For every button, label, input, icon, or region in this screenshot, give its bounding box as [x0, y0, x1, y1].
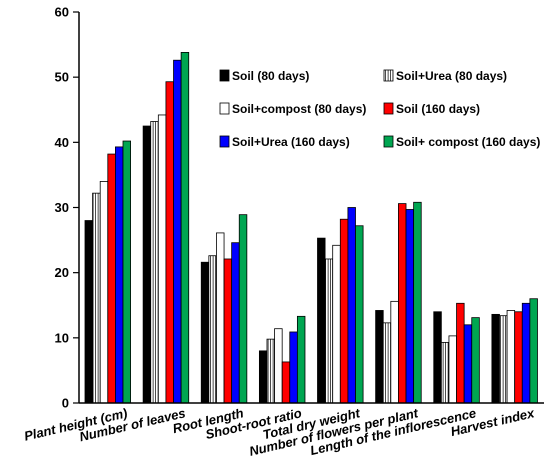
bar-6-8 — [529, 298, 538, 404]
bar-3-2 — [157, 114, 167, 404]
legend-swatch-1 — [219, 69, 230, 82]
legend-label-4: Soil (160 days) — [396, 102, 480, 116]
bar-1-1 — [84, 220, 93, 404]
bar-3-5 — [332, 244, 341, 404]
legend: Soil (80 days) Soil+Urea (80 days) Soil+co… — [219, 69, 540, 149]
bar-1-5 — [317, 237, 326, 404]
bar-3-1 — [99, 181, 109, 404]
legend-label-1: Soil (80 days) — [232, 69, 309, 83]
bar-3-3 — [216, 232, 225, 404]
y-tick-label: 20 — [55, 265, 69, 280]
bar-6-4 — [296, 315, 306, 404]
bar-4-1 — [107, 153, 116, 404]
bar-5-6 — [405, 209, 415, 404]
y-tick-label: 30 — [55, 200, 69, 215]
bar-5-3 — [231, 242, 240, 404]
bar-5-7 — [463, 324, 473, 404]
bar-1-8 — [491, 313, 500, 404]
bar-5-1 — [115, 146, 124, 404]
bar-3-4 — [274, 328, 283, 404]
legend-swatch-2 — [383, 69, 394, 82]
bar-2-2 — [150, 121, 159, 404]
y-tick-label: 0 — [62, 396, 69, 411]
y-tick-label: 10 — [55, 330, 69, 345]
bar-6-3 — [238, 214, 248, 404]
y-tick-label: 60 — [55, 5, 69, 20]
bar-3-8 — [506, 310, 516, 404]
bar-2-4 — [266, 338, 275, 404]
legend-swatch-6 — [383, 135, 394, 148]
bar-4-2 — [165, 81, 174, 404]
bar-1-2 — [142, 125, 152, 404]
bar-4-6 — [398, 203, 407, 404]
bar-2-5 — [324, 258, 334, 404]
y-tick-label: 40 — [55, 135, 69, 150]
bar-4-4 — [281, 361, 291, 404]
bar-4-7 — [456, 302, 465, 404]
bar-5-8 — [521, 302, 531, 404]
bar-6-7 — [471, 317, 480, 404]
bar-4-3 — [223, 258, 233, 404]
bar-2-7 — [440, 341, 450, 404]
y-tick-label: 50 — [55, 70, 69, 85]
bar-1-3 — [200, 261, 210, 404]
bar-6-2 — [180, 52, 190, 404]
bar-4-5 — [339, 218, 349, 404]
bar-6-6 — [413, 201, 422, 404]
legend-swatch-5 — [219, 135, 230, 148]
bar-6-1 — [122, 140, 131, 404]
bar-5-4 — [289, 331, 298, 404]
bar-3-7 — [448, 335, 457, 404]
bar-1-4 — [258, 350, 268, 404]
bar-2-3 — [208, 255, 217, 404]
bar-6-5 — [355, 225, 364, 404]
bar-5-5 — [347, 207, 356, 404]
bar-3-6 — [390, 300, 399, 404]
bar-2-6 — [382, 322, 392, 404]
legend-swatch-4 — [383, 102, 394, 115]
bar-1-6 — [375, 310, 384, 404]
legend-swatch-3 — [219, 102, 230, 115]
bar-1-7 — [433, 311, 442, 404]
bar-4-8 — [514, 311, 523, 404]
legend-label-6: Soil+ compost (160 days) — [396, 135, 540, 149]
bar-2-1 — [92, 192, 101, 404]
legend-label-2: Soil+Urea (80 days) — [396, 69, 507, 83]
legend-label-5: Soil+Urea (160 days) — [232, 135, 350, 149]
legend-label-3: Soil+compost (80 days) — [232, 102, 366, 116]
bar-5-2 — [173, 59, 182, 404]
bar-2-8 — [499, 315, 508, 404]
y-axis: 0 10 20 30 40 50 60 — [55, 5, 80, 411]
